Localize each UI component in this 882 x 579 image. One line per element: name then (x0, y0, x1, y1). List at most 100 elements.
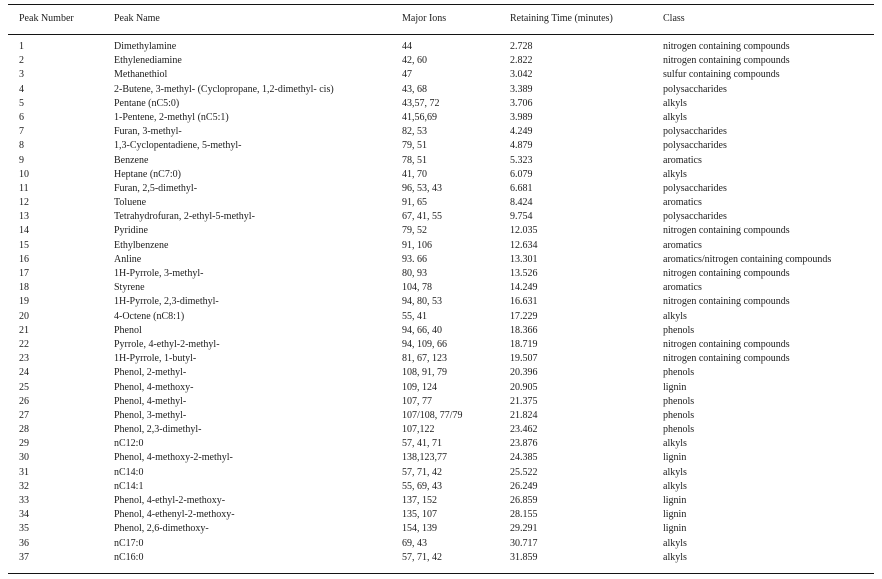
peak-number-cell: 21 (19, 324, 29, 336)
peak-name-cell: Pyridine (114, 225, 148, 237)
major-ions-cell: 107, 77 (402, 395, 432, 407)
peak-number-cell: 32 (19, 480, 29, 492)
class-cell: nitrogen containing compounds (663, 353, 790, 365)
major-ions-cell: 79, 51 (402, 140, 427, 152)
retaining-time-cell: 4.249 (510, 126, 533, 138)
class-cell: phenols (663, 409, 695, 421)
peak-name-cell: Tetrahydrofuran, 2-ethyl-5-methyl- (114, 211, 255, 223)
peak-number-cell: 20 (19, 310, 29, 322)
major-ions-cell: 41, 70 (402, 168, 427, 180)
major-ions-cell: 109, 124 (402, 381, 437, 393)
table-row: 33 Phenol, 4-ethyl-2-methoxy- 137, 152 2… (8, 494, 874, 508)
major-ions-cell: 94, 109, 66 (402, 338, 447, 350)
retaining-time-cell: 26.249 (510, 480, 538, 492)
peak-name-cell: nC17:0 (114, 537, 144, 549)
peak-name-cell: Ethylbenzene (114, 239, 169, 251)
table-row: 36 nC17:0 69, 43 30.717 alkyls (8, 537, 874, 551)
table-row: 29 nC12:0 57, 41, 71 23.876 alkyls (8, 437, 874, 451)
retaining-time-cell: 3.706 (510, 97, 533, 109)
retaining-time-cell: 31.859 (510, 551, 538, 563)
class-cell: alkyls (663, 168, 687, 180)
column-header-peak-name: Peak Name (114, 13, 160, 24)
class-cell: polysaccharides (663, 211, 727, 223)
peak-number-cell: 13 (19, 211, 29, 223)
table-row: 7 Furan, 3-methyl- 82, 53 4.249 polysacc… (8, 125, 874, 139)
class-cell: nitrogen containing compounds (663, 41, 790, 52)
peak-name-cell: Styrene (114, 282, 145, 294)
retaining-time-cell: 21.824 (510, 409, 538, 421)
table-row: 9 Benzene 78, 51 5.323 aromatics (8, 154, 874, 168)
table-row: 10 Heptane (nC7:0) 41, 70 6.079 alkyls (8, 168, 874, 182)
peak-number-cell: 3 (19, 69, 24, 81)
table-row: 23 1H-Pyrrole, 1-butyl- 81, 67, 123 19.5… (8, 352, 874, 366)
peak-number-cell: 24 (19, 367, 29, 379)
major-ions-cell: 135, 107 (402, 509, 437, 521)
peak-number-cell: 29 (19, 438, 29, 450)
retaining-time-cell: 4.879 (510, 140, 533, 152)
major-ions-cell: 82, 53 (402, 126, 427, 138)
retaining-time-cell: 28.155 (510, 509, 538, 521)
peak-number-cell: 23 (19, 353, 29, 365)
class-cell: alkyls (663, 466, 687, 478)
peak-name-cell: Dimethylamine (114, 41, 177, 52)
retaining-time-cell: 2.822 (510, 55, 533, 67)
peak-number-cell: 27 (19, 409, 29, 421)
major-ions-cell: 104, 78 (402, 282, 432, 294)
major-ions-cell: 96, 53, 43 (402, 182, 442, 194)
table-row: 12 Toluene 91, 65 8.424 aromatics (8, 196, 874, 210)
peak-number-cell: 31 (19, 466, 29, 478)
table-row: 15 Ethylbenzene 91, 106 12.634 aromatics (8, 239, 874, 253)
retaining-time-cell: 23.462 (510, 424, 538, 436)
retaining-time-cell: 20.905 (510, 381, 538, 393)
table-row: 14 Pyridine 79, 52 12.035 nitrogen conta… (8, 224, 874, 238)
major-ions-cell: 78, 51 (402, 154, 427, 166)
retaining-time-cell: 21.375 (510, 395, 538, 407)
peak-number-cell: 1 (19, 41, 24, 52)
class-cell: phenols (663, 367, 695, 379)
peak-name-cell: Toluene (114, 197, 147, 209)
peak-name-cell: Heptane (nC7:0) (114, 168, 181, 180)
table-row: 27 Phenol, 3-methyl- 107/108, 77/79 21.8… (8, 409, 874, 423)
major-ions-cell: 47 (402, 69, 412, 81)
class-cell: lignin (663, 381, 687, 393)
class-cell: aromatics (663, 282, 702, 294)
table-row: 31 nC14:0 57, 71, 42 25.522 alkyls (8, 466, 874, 480)
peak-number-cell: 35 (19, 523, 29, 535)
peak-number-cell: 2 (19, 55, 24, 67)
peak-number-cell: 28 (19, 424, 29, 436)
major-ions-cell: 69, 43 (402, 537, 427, 549)
retaining-time-cell: 26.859 (510, 495, 538, 506)
major-ions-cell: 57, 71, 42 (402, 466, 442, 478)
retaining-time-cell: 13.526 (510, 268, 538, 279)
table-row: 21 Phenol 94, 66, 40 18.366 phenols (8, 324, 874, 338)
retaining-time-cell: 8.424 (510, 197, 533, 209)
retaining-time-cell: 2.728 (510, 41, 533, 52)
retaining-time-cell: 16.631 (510, 296, 538, 308)
retaining-time-cell: 17.229 (510, 310, 538, 322)
peak-number-cell: 14 (19, 225, 29, 237)
class-cell: nitrogen containing compounds (663, 55, 790, 67)
header-row: Peak Number Peak Name Major Ions Retaini… (8, 13, 874, 25)
peak-name-cell: 1H-Pyrrole, 3-methyl- (114, 268, 204, 279)
class-cell: lignin (663, 509, 687, 521)
peak-name-cell: 2-Butene, 3-methyl- (Cyclopropane, 1,2-d… (114, 83, 334, 95)
peak-name-cell: Phenol (114, 324, 142, 336)
peak-number-cell: 25 (19, 381, 29, 393)
class-cell: lignin (663, 495, 687, 506)
peak-name-cell: Phenol, 3-methyl- (114, 409, 187, 421)
peak-name-cell: Phenol, 4-methyl- (114, 395, 187, 407)
peak-number-cell: 8 (19, 140, 24, 152)
peak-name-cell: Furan, 3-methyl- (114, 126, 182, 138)
peak-name-cell: Anline (114, 253, 142, 265)
column-header-peak-number: Peak Number (19, 13, 74, 24)
table-row: 4 2-Butene, 3-methyl- (Cyclopropane, 1,2… (8, 83, 874, 97)
table-row: 1 Dimethylamine 44 2.728 nitrogen contai… (8, 40, 874, 54)
peak-name-cell: Phenol, 2,3-dimethyl- (114, 424, 202, 436)
peak-name-cell: 1,3-Cyclopentadiene, 5-methyl- (114, 140, 242, 152)
major-ions-cell: 154, 139 (402, 523, 437, 535)
class-cell: nitrogen containing compounds (663, 225, 790, 237)
major-ions-cell: 67, 41, 55 (402, 211, 442, 223)
retaining-time-cell: 18.719 (510, 338, 538, 350)
major-ions-cell: 57, 41, 71 (402, 438, 442, 450)
major-ions-cell: 94, 66, 40 (402, 324, 442, 336)
